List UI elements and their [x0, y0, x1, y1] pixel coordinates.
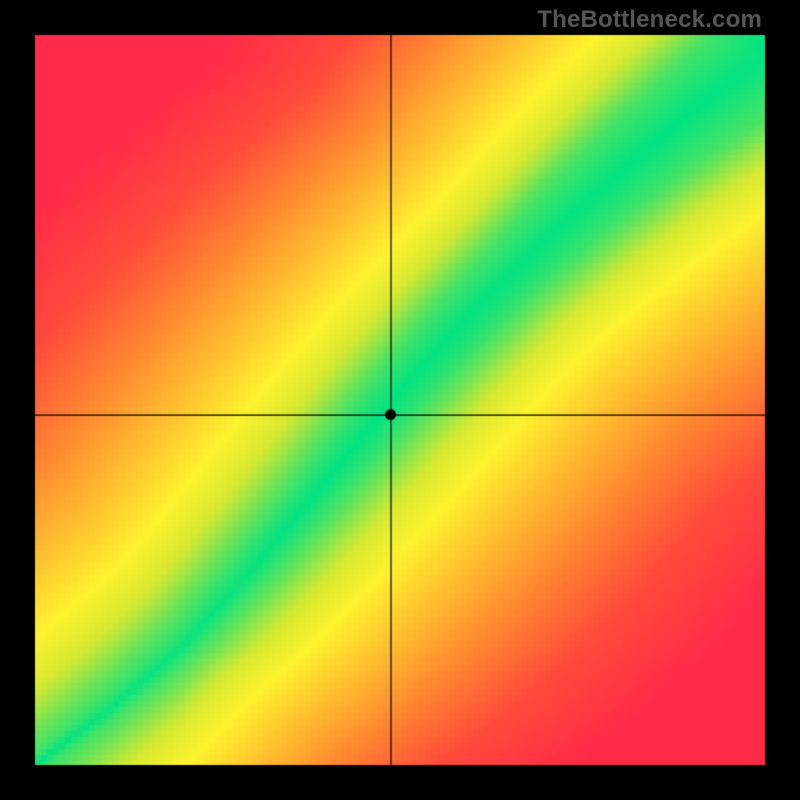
watermark-label: TheBottleneck.com [537, 6, 762, 34]
bottleneck-heatmap [0, 0, 800, 800]
figure-container: TheBottleneck.com [0, 0, 800, 800]
